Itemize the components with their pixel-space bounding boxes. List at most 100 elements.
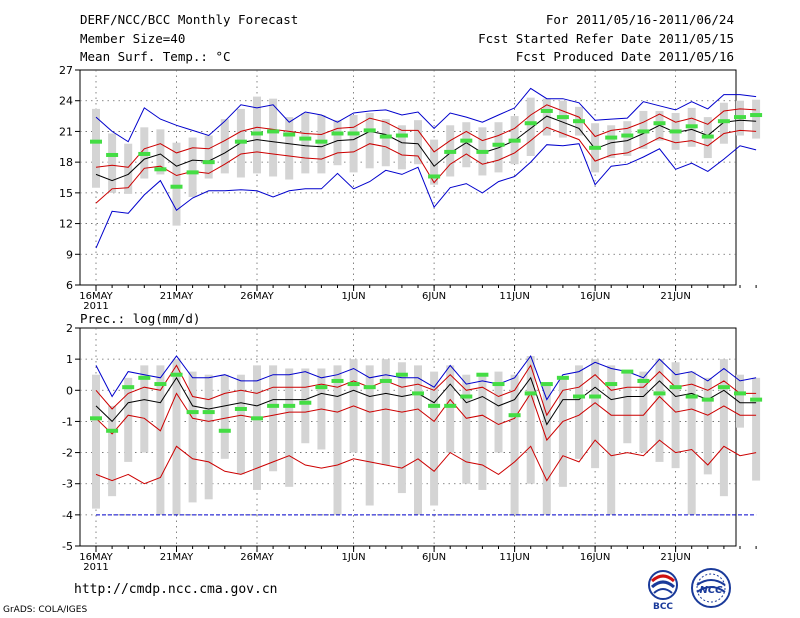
- panel2-obs-marker: [202, 410, 215, 415]
- panel1-obs-marker: [251, 131, 263, 136]
- panel2-xtick-label: 16JUN: [580, 552, 610, 563]
- panel2-box: [124, 377, 133, 462]
- panel2-box: [478, 374, 487, 490]
- panel2-obs-marker: [589, 394, 602, 399]
- panel2-box: [204, 374, 213, 500]
- panel2-box: [558, 377, 567, 487]
- panel2-box: [172, 359, 181, 515]
- panel2-obs-marker: [234, 406, 247, 411]
- panel2-box: [494, 371, 503, 453]
- panel2-xtick-label: 16MAY: [79, 552, 113, 563]
- panel2-obs-marker: [444, 403, 457, 408]
- panel1-box: [430, 139, 439, 185]
- panel2-obs-marker: [605, 382, 618, 387]
- panel1-obs-marker: [734, 115, 746, 120]
- panel1-box: [269, 98, 278, 177]
- panel2-obs-marker: [122, 385, 135, 390]
- panel2-obs-marker: [283, 403, 296, 408]
- panel2-xtick-label: 26MAY: [240, 552, 274, 563]
- panel2-ytick-label: -3: [62, 478, 73, 491]
- panel2-obs-marker: [621, 369, 634, 374]
- panel2-xtick-label: 1JUN: [342, 552, 366, 563]
- panel1-box: [156, 129, 165, 175]
- panel1-obs-marker: [299, 136, 312, 141]
- panel1-obs-marker: [202, 160, 215, 165]
- panel1-xtick-label: 1JUN: [342, 291, 366, 302]
- started-date: Fcst Started Refer Date 2011/05/15: [478, 31, 734, 46]
- panel2-xtick-label: 6JUN: [422, 552, 446, 563]
- member-size: Member Size=40: [80, 31, 186, 46]
- panel1-obs-marker: [750, 113, 763, 118]
- panel1-obs-marker: [508, 138, 521, 143]
- panel2-obs-marker: [637, 378, 650, 383]
- panel2-lower-pct-line: [95, 439, 757, 485]
- panel2-box: [269, 365, 278, 472]
- panel1-obs-marker: [428, 174, 441, 179]
- panel2-obs-marker: [508, 413, 521, 418]
- panel2-obs-marker: [717, 385, 730, 390]
- panel1-obs-marker: [283, 132, 296, 137]
- panel1-box: [558, 100, 567, 138]
- panel2-obs-marker: [315, 385, 328, 390]
- panel2-obs-marker: [218, 428, 231, 433]
- panel2-ytick-label: 0: [66, 384, 73, 397]
- panel1-obs-marker: [637, 129, 650, 134]
- panel2-box: [365, 365, 374, 506]
- panel1-xtick-label: 6JUN: [422, 291, 446, 302]
- panel2-obs-marker: [476, 372, 489, 377]
- panel2-obs-marker: [106, 428, 119, 433]
- panel1-obs-marker: [540, 108, 553, 113]
- panel2-obs-marker: [379, 378, 392, 383]
- panel1-obs-marker: [653, 121, 666, 126]
- panel1-box: [526, 97, 535, 156]
- panel1-frame: [79, 69, 737, 286]
- panel1-box: [188, 137, 197, 197]
- ncc-logo-text: NCC: [699, 585, 723, 596]
- panel2-obs-marker: [267, 403, 280, 408]
- panel2-obs-marker: [685, 394, 698, 399]
- panel2-ens-max-line: [95, 354, 757, 401]
- panel2-obs-marker: [363, 385, 376, 390]
- panel2-box: [510, 374, 519, 515]
- panel1-box: [172, 142, 181, 226]
- panel2-ytick-label: -1: [62, 415, 73, 428]
- panel2-box: [397, 362, 406, 494]
- panel2-obs-marker: [540, 382, 553, 387]
- panel1-ytick-label: 12: [59, 218, 73, 231]
- grads-credit: GrADS: COLA/IGES: [3, 605, 88, 615]
- panel1-xtick-label: 26MAY: [240, 291, 274, 302]
- panel2-obs-marker: [347, 382, 360, 387]
- panel1-xtick-label: 16MAY: [79, 291, 113, 302]
- panel2-spread-upper-line: [95, 364, 757, 417]
- panel2-box: [623, 371, 632, 444]
- panel1-ytick-label: 18: [59, 156, 73, 169]
- panel2-box: [591, 359, 600, 469]
- panel1-ytick-label: 6: [66, 279, 73, 292]
- panel2-box: [333, 365, 342, 515]
- panel2-box: [687, 371, 696, 515]
- panel1-box: [301, 113, 310, 174]
- panel2-xtick-label: 21MAY: [160, 552, 194, 563]
- panel2-obs-marker: [573, 394, 585, 399]
- panel1-obs-marker: [717, 119, 730, 124]
- panel2-box: [156, 365, 165, 515]
- panel2-box: [92, 374, 100, 509]
- panel2-obs-marker: [556, 375, 569, 380]
- panel1-ens-min-line: [95, 143, 757, 249]
- panel1-obs-marker: [589, 145, 602, 150]
- panel1-obs-marker: [524, 121, 537, 126]
- panel1-obs-marker: [476, 149, 489, 154]
- panel2-title: Prec.: log(mm/d): [80, 311, 200, 326]
- panel1-box: [607, 125, 616, 159]
- panel1-obs-marker: [154, 167, 167, 172]
- panel2-box: [301, 368, 310, 444]
- panel1-obs-marker: [605, 135, 618, 140]
- panel1-box: [92, 108, 100, 188]
- panel1-box: [333, 120, 342, 166]
- panel2-obs-marker: [492, 382, 505, 387]
- panel2-obs-marker: [154, 382, 167, 387]
- panel1-box: [204, 135, 213, 179]
- panel2-box: [381, 359, 390, 466]
- panel1-obs-marker: [331, 131, 344, 136]
